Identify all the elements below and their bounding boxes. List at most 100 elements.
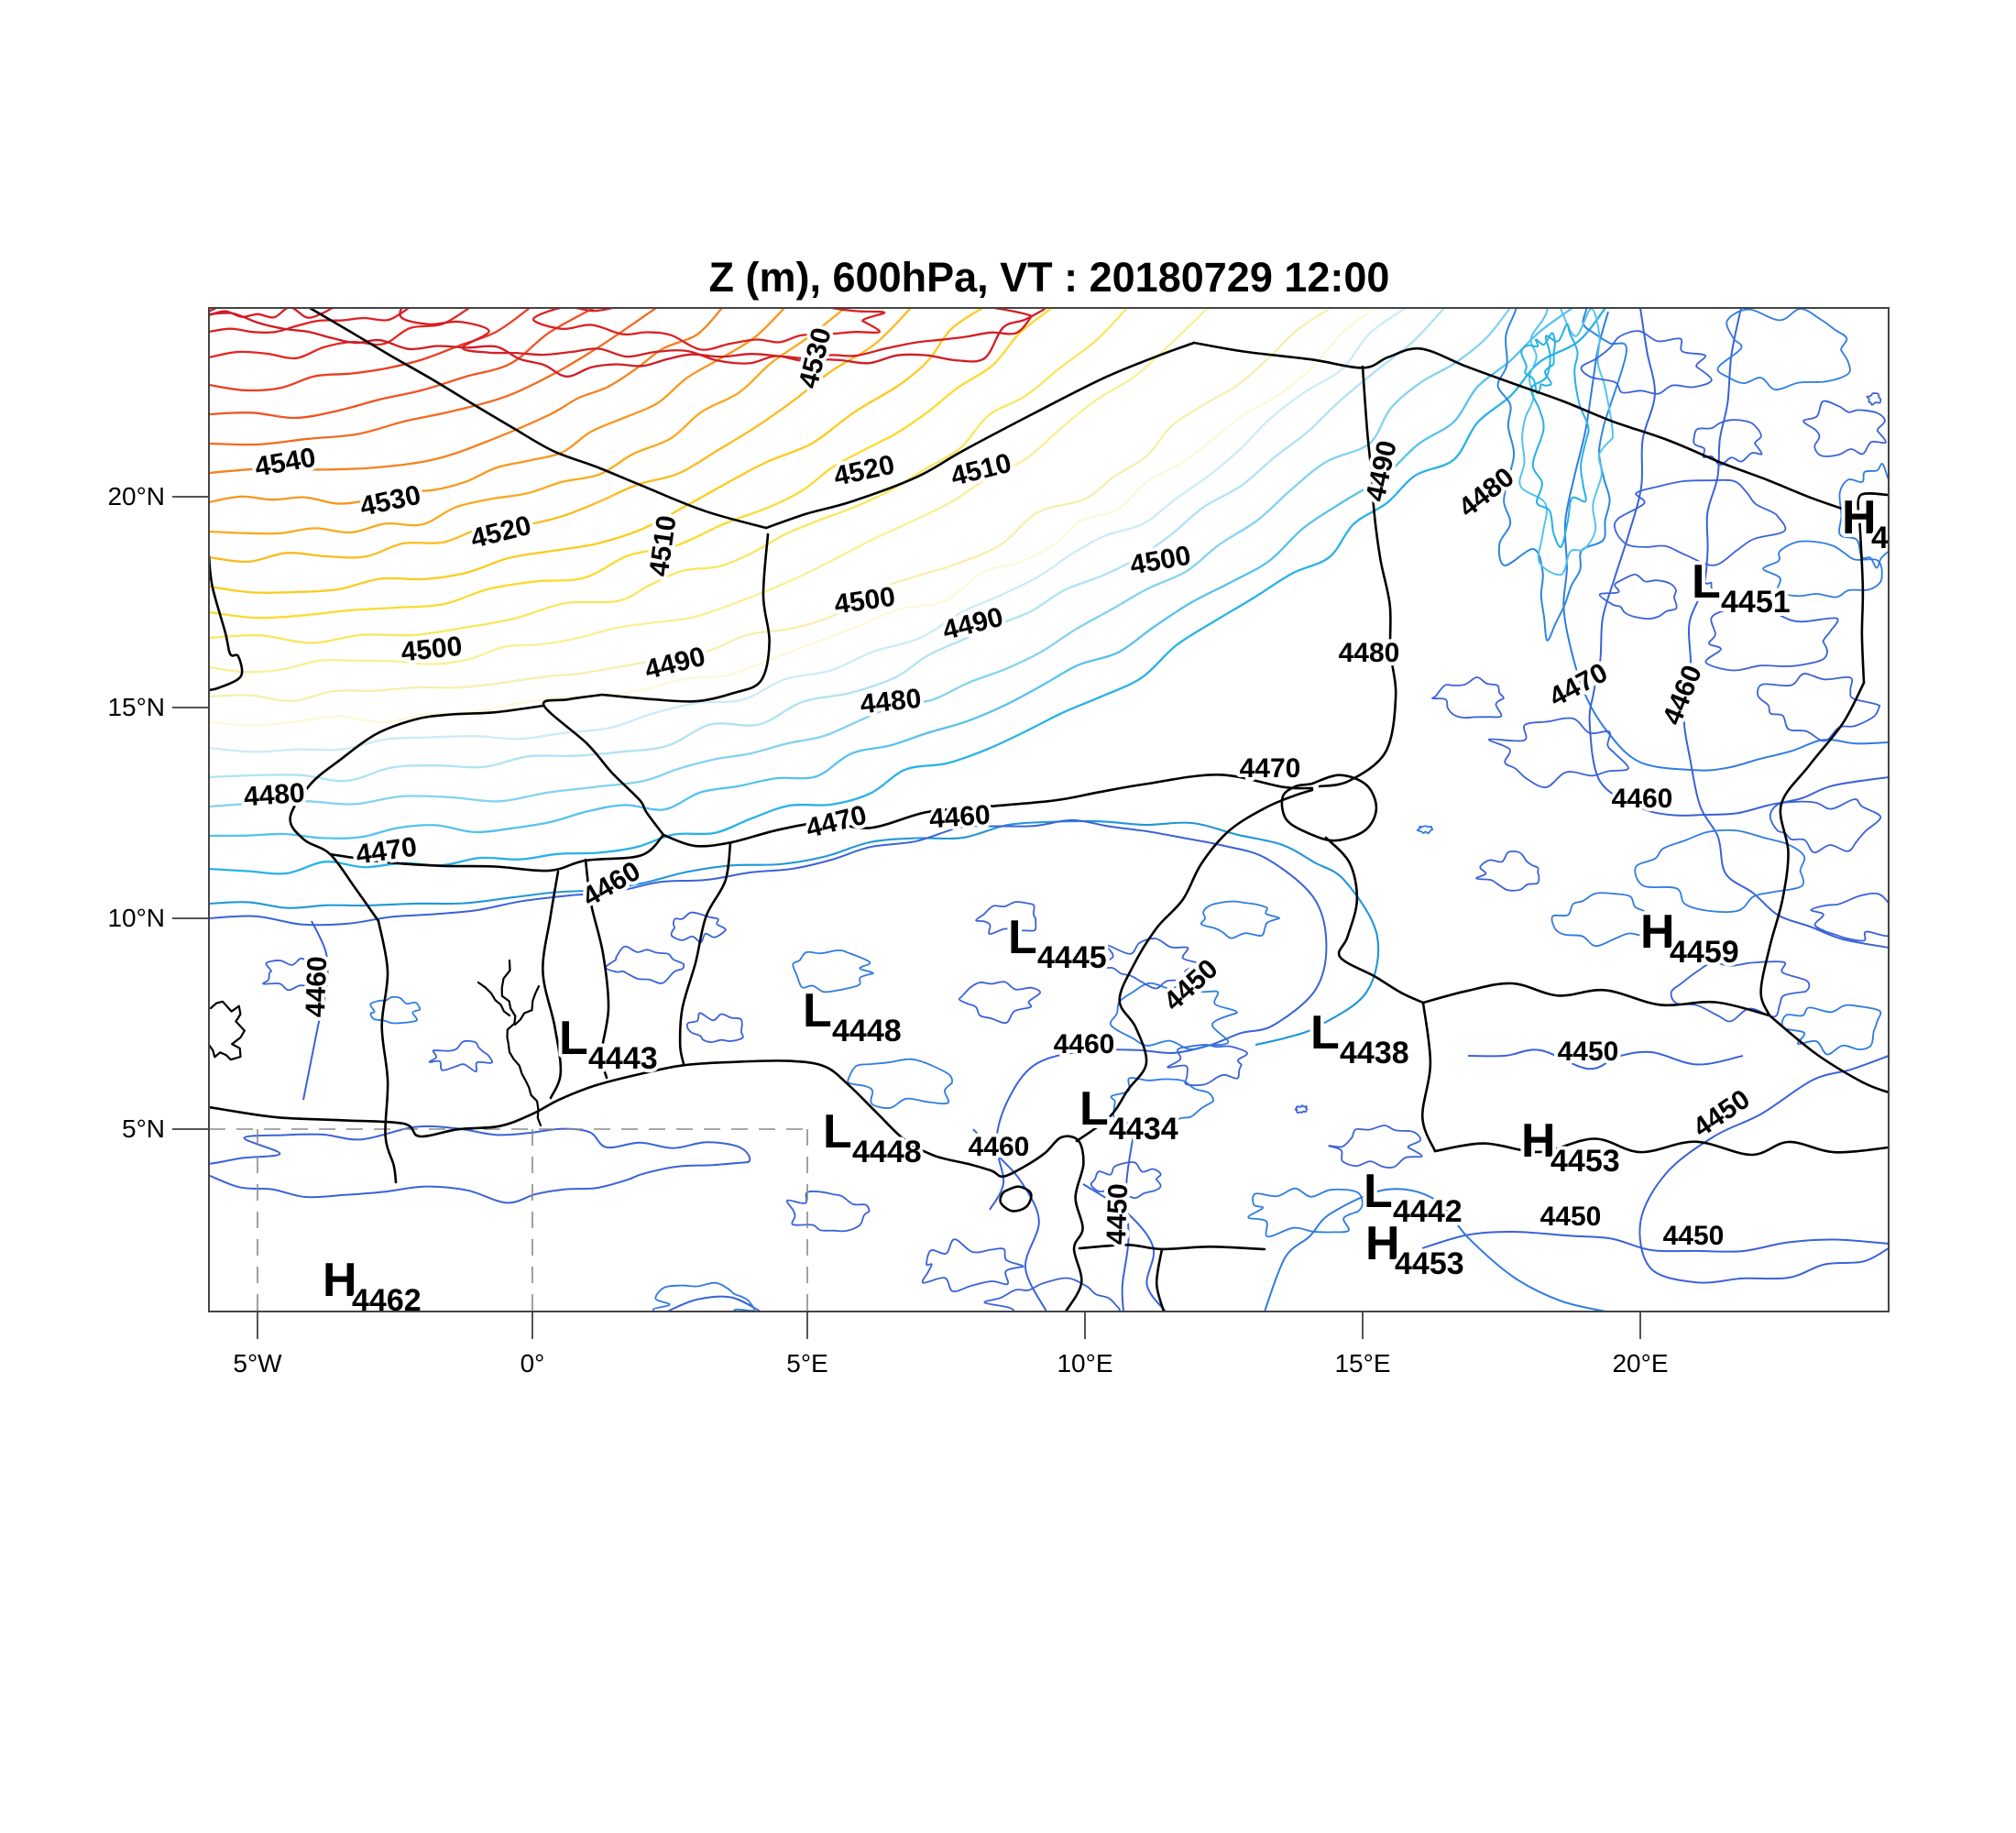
border-line: [542, 693, 665, 837]
lon-tick-label: 10°E: [1057, 1349, 1112, 1377]
contour-blob: [847, 1058, 953, 1109]
contour-cool-line: [302, 920, 329, 1101]
contour-4495: [209, 308, 1375, 727]
border-line: [1433, 1137, 1889, 1157]
lon-tick-label: 20°E: [1612, 1349, 1668, 1377]
contour-value-label: 4520: [467, 510, 534, 554]
contour-4475: [209, 308, 1573, 840]
border-line: [678, 841, 732, 1066]
border-line: [289, 704, 545, 923]
contour-blob: [1200, 900, 1281, 939]
contour-value-label: 4470: [1544, 657, 1612, 712]
contour-blob: [1704, 598, 1839, 672]
contour-4490: [209, 308, 1407, 753]
contour-4525: [209, 308, 912, 564]
contour-blob: [1780, 1004, 1882, 1056]
contour-cool-line: [1682, 308, 1889, 949]
contour-value-label: 4480: [859, 684, 923, 720]
contour-value-label: 4460: [928, 800, 992, 835]
country-borders: [209, 308, 1889, 1312]
center-value: 4443: [588, 1041, 658, 1076]
center-value: 4448: [852, 1135, 922, 1169]
contour-value-label: 4520: [831, 450, 897, 492]
contour-labels: 4540 4530 4520 4510 4500 4490 4480 4470 4460 4460…: [239, 321, 1759, 1255]
contour-value-label: 4450: [1540, 1202, 1602, 1232]
contour-value-label: 4460: [969, 1132, 1030, 1162]
center-letter: H: [1521, 1114, 1556, 1168]
contour-blob: [1488, 717, 1629, 788]
contour-blob: [1580, 330, 1713, 395]
contour-4565: [209, 308, 410, 335]
contour-value-label: 4450: [1688, 1084, 1756, 1144]
center-value: 4438: [1340, 1036, 1409, 1070]
contour-cool-line: [1421, 1230, 1889, 1253]
border-line: [1759, 681, 1866, 1017]
contour-blob: [1769, 798, 1882, 854]
contour-4535: [209, 308, 785, 505]
contour-blob: [1431, 676, 1505, 719]
contour-4560: [209, 308, 470, 360]
low-center-marker: L 4438: [1307, 1003, 1413, 1074]
low-center-marker: L 4448: [799, 981, 905, 1052]
border-line: [328, 833, 665, 873]
contour-value-label: 4530: [357, 480, 423, 522]
lat-tick-label: 20°N: [107, 482, 165, 510]
contour-blob: [1475, 850, 1540, 892]
contour-4545: [209, 308, 657, 446]
map-content: 4540 4530 4520 4510 4500 4490 4480 4470 4460 4460…: [209, 308, 1889, 1318]
center-value: 4442: [1393, 1194, 1463, 1229]
low-center-marker: L 4448: [819, 1102, 926, 1173]
border-line: [542, 870, 563, 1100]
contour-cool-line: [1467, 1048, 1744, 1070]
contour-blob: [1810, 892, 1889, 942]
border-line: [600, 532, 771, 703]
contour-4485: [209, 308, 1445, 783]
center-value: 4: [1871, 521, 1889, 555]
border-line: [1318, 365, 1397, 788]
contour-value-label: 4500: [400, 631, 464, 668]
contour-trough-loop: [1496, 308, 1627, 642]
lon-tick-label: 5°W: [233, 1349, 282, 1377]
lake-volta-or-detail: [513, 984, 541, 1026]
contour-red-loop: [399, 308, 1034, 365]
contour-blob: [1090, 1161, 1162, 1200]
contour-blob: [369, 995, 422, 1025]
border-line: [209, 1059, 1085, 1312]
border-line: [1155, 1247, 1166, 1312]
center-letter: H: [1640, 906, 1675, 959]
border-line: [1768, 1014, 1889, 1094]
contour-blob: [1247, 1187, 1364, 1238]
contour-value-label: 4460: [577, 856, 645, 913]
contour-value-label: 4540: [253, 443, 318, 483]
center-value: 4453: [1550, 1144, 1620, 1179]
contour-blob: [262, 957, 328, 992]
high-center-marker: H4: [1838, 488, 1889, 559]
contour-trough-loop: [1529, 323, 1590, 548]
contour-4520: [209, 308, 983, 594]
contour-blob: [685, 1012, 744, 1044]
lake-volta-or-detail: [477, 981, 511, 1017]
contour-4515: [209, 308, 1053, 620]
contour-red-loop: [209, 308, 1047, 378]
center-value: 4462: [352, 1283, 422, 1318]
contour-value-label: 4460: [1054, 1029, 1115, 1059]
border-line: [1075, 788, 1314, 1143]
center-value: 4453: [1395, 1246, 1464, 1281]
contour-blob: [785, 1190, 871, 1233]
center-letter: L: [823, 1105, 852, 1158]
contour-blob: [1167, 1044, 1248, 1087]
contour-value-label: 4450: [1101, 1183, 1134, 1246]
border-line: [1857, 492, 1889, 516]
border-line: [764, 341, 1196, 530]
low-center-marker: L 4445: [1004, 907, 1111, 979]
contour-value-label: 4510: [644, 513, 683, 578]
border-line: [377, 919, 398, 1184]
border-line: [1421, 982, 1771, 1017]
contour-trough-loop: [1518, 308, 1614, 576]
contour-4480: [209, 308, 1511, 808]
contour-blob: [823, 1117, 836, 1128]
center-value: 4434: [1109, 1112, 1178, 1147]
contour-4540: [209, 308, 723, 475]
